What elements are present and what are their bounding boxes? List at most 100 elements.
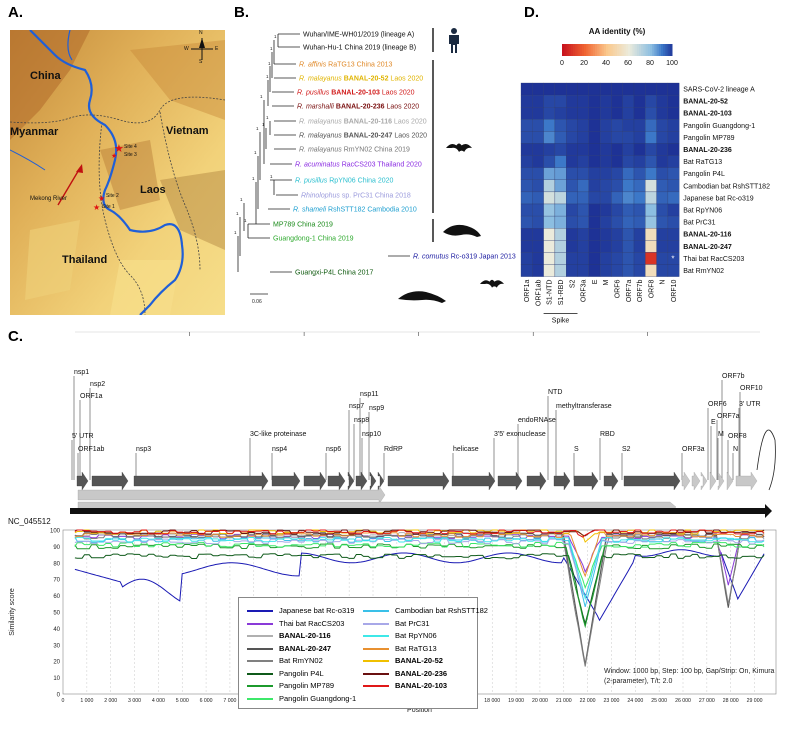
heatmap-cell [577, 82, 589, 96]
heatmap-cell [532, 167, 544, 180]
tree-tip-label: R. malayanus RmYN02 China 2019 [299, 147, 410, 154]
legend-item: BANAL-20-103 [363, 681, 447, 691]
heatmap-cell [566, 203, 578, 217]
heatmap-cell [633, 155, 646, 168]
gene-arrow [603, 471, 619, 491]
heatmap-cell [656, 143, 669, 156]
heatmap-cell [588, 215, 601, 229]
heatmap-cell [566, 107, 578, 120]
heatmap-cell [554, 119, 567, 132]
tree-tip-label: Guangxi-P4L China 2017 [295, 270, 373, 277]
genome-annotation: nsp11 [360, 391, 379, 398]
heatmap-cell [543, 203, 556, 217]
legend-swatch [247, 697, 273, 700]
heatmap-cell [645, 252, 657, 265]
genome-annotation: ORF7a [717, 413, 740, 420]
heatmap-cell [667, 167, 680, 180]
heatmap-cell [611, 143, 623, 156]
heatmap-cell [588, 167, 601, 180]
simplot-ytick: 20 [53, 660, 60, 666]
simplot-ytick: 90 [53, 545, 60, 551]
legend-item: BANAL-20-247 [247, 644, 331, 654]
heatmap-col-label: M [603, 279, 610, 285]
map-image: ★ ★ ★ ★ [10, 30, 225, 315]
spike-label: Spike [552, 318, 570, 325]
gene-arrow [76, 471, 89, 491]
heatmap-cell [656, 167, 669, 180]
legend-label: BANAL-20-247 [279, 643, 332, 653]
heatmap-col-label: ORF1ab [535, 280, 542, 307]
heatmap-cell [543, 82, 556, 96]
tree-tip-label: R. shameli RshSTT182 Cambodia 2010 [293, 207, 417, 214]
legend-swatch [363, 672, 389, 675]
heatmap-cell [667, 82, 680, 96]
heatmap-row-label: Thai bat RacCS203 [683, 256, 744, 263]
reference-track [70, 508, 765, 514]
bootstrap-label: 1 [260, 94, 263, 99]
human-icon [449, 28, 459, 53]
tree-tip-label: Rhinolophus sp. PrC31 China 2018 [301, 193, 411, 200]
heatmap-cell [633, 215, 646, 229]
simplot-xtick: 3 000 [128, 698, 141, 704]
genome-annotation: ORF8 [728, 433, 747, 440]
simplot-xtick: 0 [62, 698, 65, 704]
genome-annotation: RdRP [384, 446, 403, 453]
legend-swatch [363, 660, 389, 663]
genome-annotation: nsp6 [326, 446, 341, 453]
tree-tip-label: MP789 China 2019 [273, 222, 333, 229]
heatmap-col-label: ORF7b [637, 279, 644, 302]
heatmap-cell [566, 167, 578, 180]
heatmap-cell [543, 240, 556, 253]
heatmap-cell [667, 240, 680, 253]
heatmap-cell [566, 215, 578, 229]
tree-tip-label: Wuhan/IME-WH01/2019 (lineage A) [303, 32, 414, 39]
gene-arrow [327, 471, 346, 491]
heatmap-cell [622, 143, 635, 156]
simplot-xtick: 26 000 [675, 698, 691, 704]
legend-label: Bat RaTG13 [395, 643, 437, 653]
legend-item: BANAL-20-236 [363, 669, 447, 679]
heatmap-cell [622, 240, 635, 253]
panel-a-letter: A. [8, 4, 23, 21]
heatmap-cell [656, 228, 669, 241]
bat-icon [446, 143, 472, 152]
heatmap-cell [554, 143, 567, 156]
legend-label: Pangolin P4L [279, 668, 324, 678]
heatmap-cell [611, 252, 623, 265]
genome-annotation: nsp10 [362, 431, 381, 438]
tree-scale-label: 0.06 [252, 299, 262, 305]
bootstrap-label: 1 [236, 211, 239, 216]
identity-heatmap: * SARS-CoV-2 lineage A BANAL-20-52 BANAL-20… [520, 27, 770, 325]
simplot-ytick: 100 [50, 529, 61, 535]
heatmap-cell [622, 94, 635, 108]
phylogenetic-tree: Wuhan/IME-WH01/2019 (lineage A) Wuhan-Hu-… [234, 28, 516, 305]
simplot-xtick: 21 000 [556, 698, 572, 704]
legend-label: Bat RmYN02 [279, 656, 323, 665]
genome-annotation: RBD [600, 431, 615, 438]
map-country-label: Vietnam [166, 125, 209, 137]
heatmap-cell [599, 179, 612, 193]
heatmap-cell [645, 119, 657, 132]
bootstrap-label: 1 [270, 46, 273, 51]
heatmap-cell [645, 155, 657, 168]
gene-arrow [355, 471, 368, 491]
heatmap-cell [667, 107, 680, 120]
heatmap-col-label: ORF6 [615, 279, 622, 298]
legend-swatch [363, 610, 389, 613]
heatmap-row-label: Bat RpYN06 [683, 208, 722, 215]
simplot-xtick: 28 000 [723, 698, 739, 704]
simplot-xtick: 18 000 [484, 698, 500, 704]
heatmap-cell [577, 203, 589, 217]
legend-label: Cambodian bat RshSTT182 [395, 606, 488, 615]
heatmap-cell [611, 228, 623, 241]
genome-annotation: ORF10 [740, 385, 763, 392]
legend-label: Pangolin Guangdong-1 [279, 693, 357, 703]
heatmap-cell [633, 179, 646, 193]
heatmap-cell [611, 191, 623, 205]
heatmap-cell [622, 167, 635, 180]
heatmap-cell [645, 203, 657, 217]
heatmap-cell [588, 107, 601, 120]
panel-b-letter: B. [234, 4, 249, 21]
legend-swatch [363, 685, 389, 688]
legend-swatch [247, 635, 273, 638]
